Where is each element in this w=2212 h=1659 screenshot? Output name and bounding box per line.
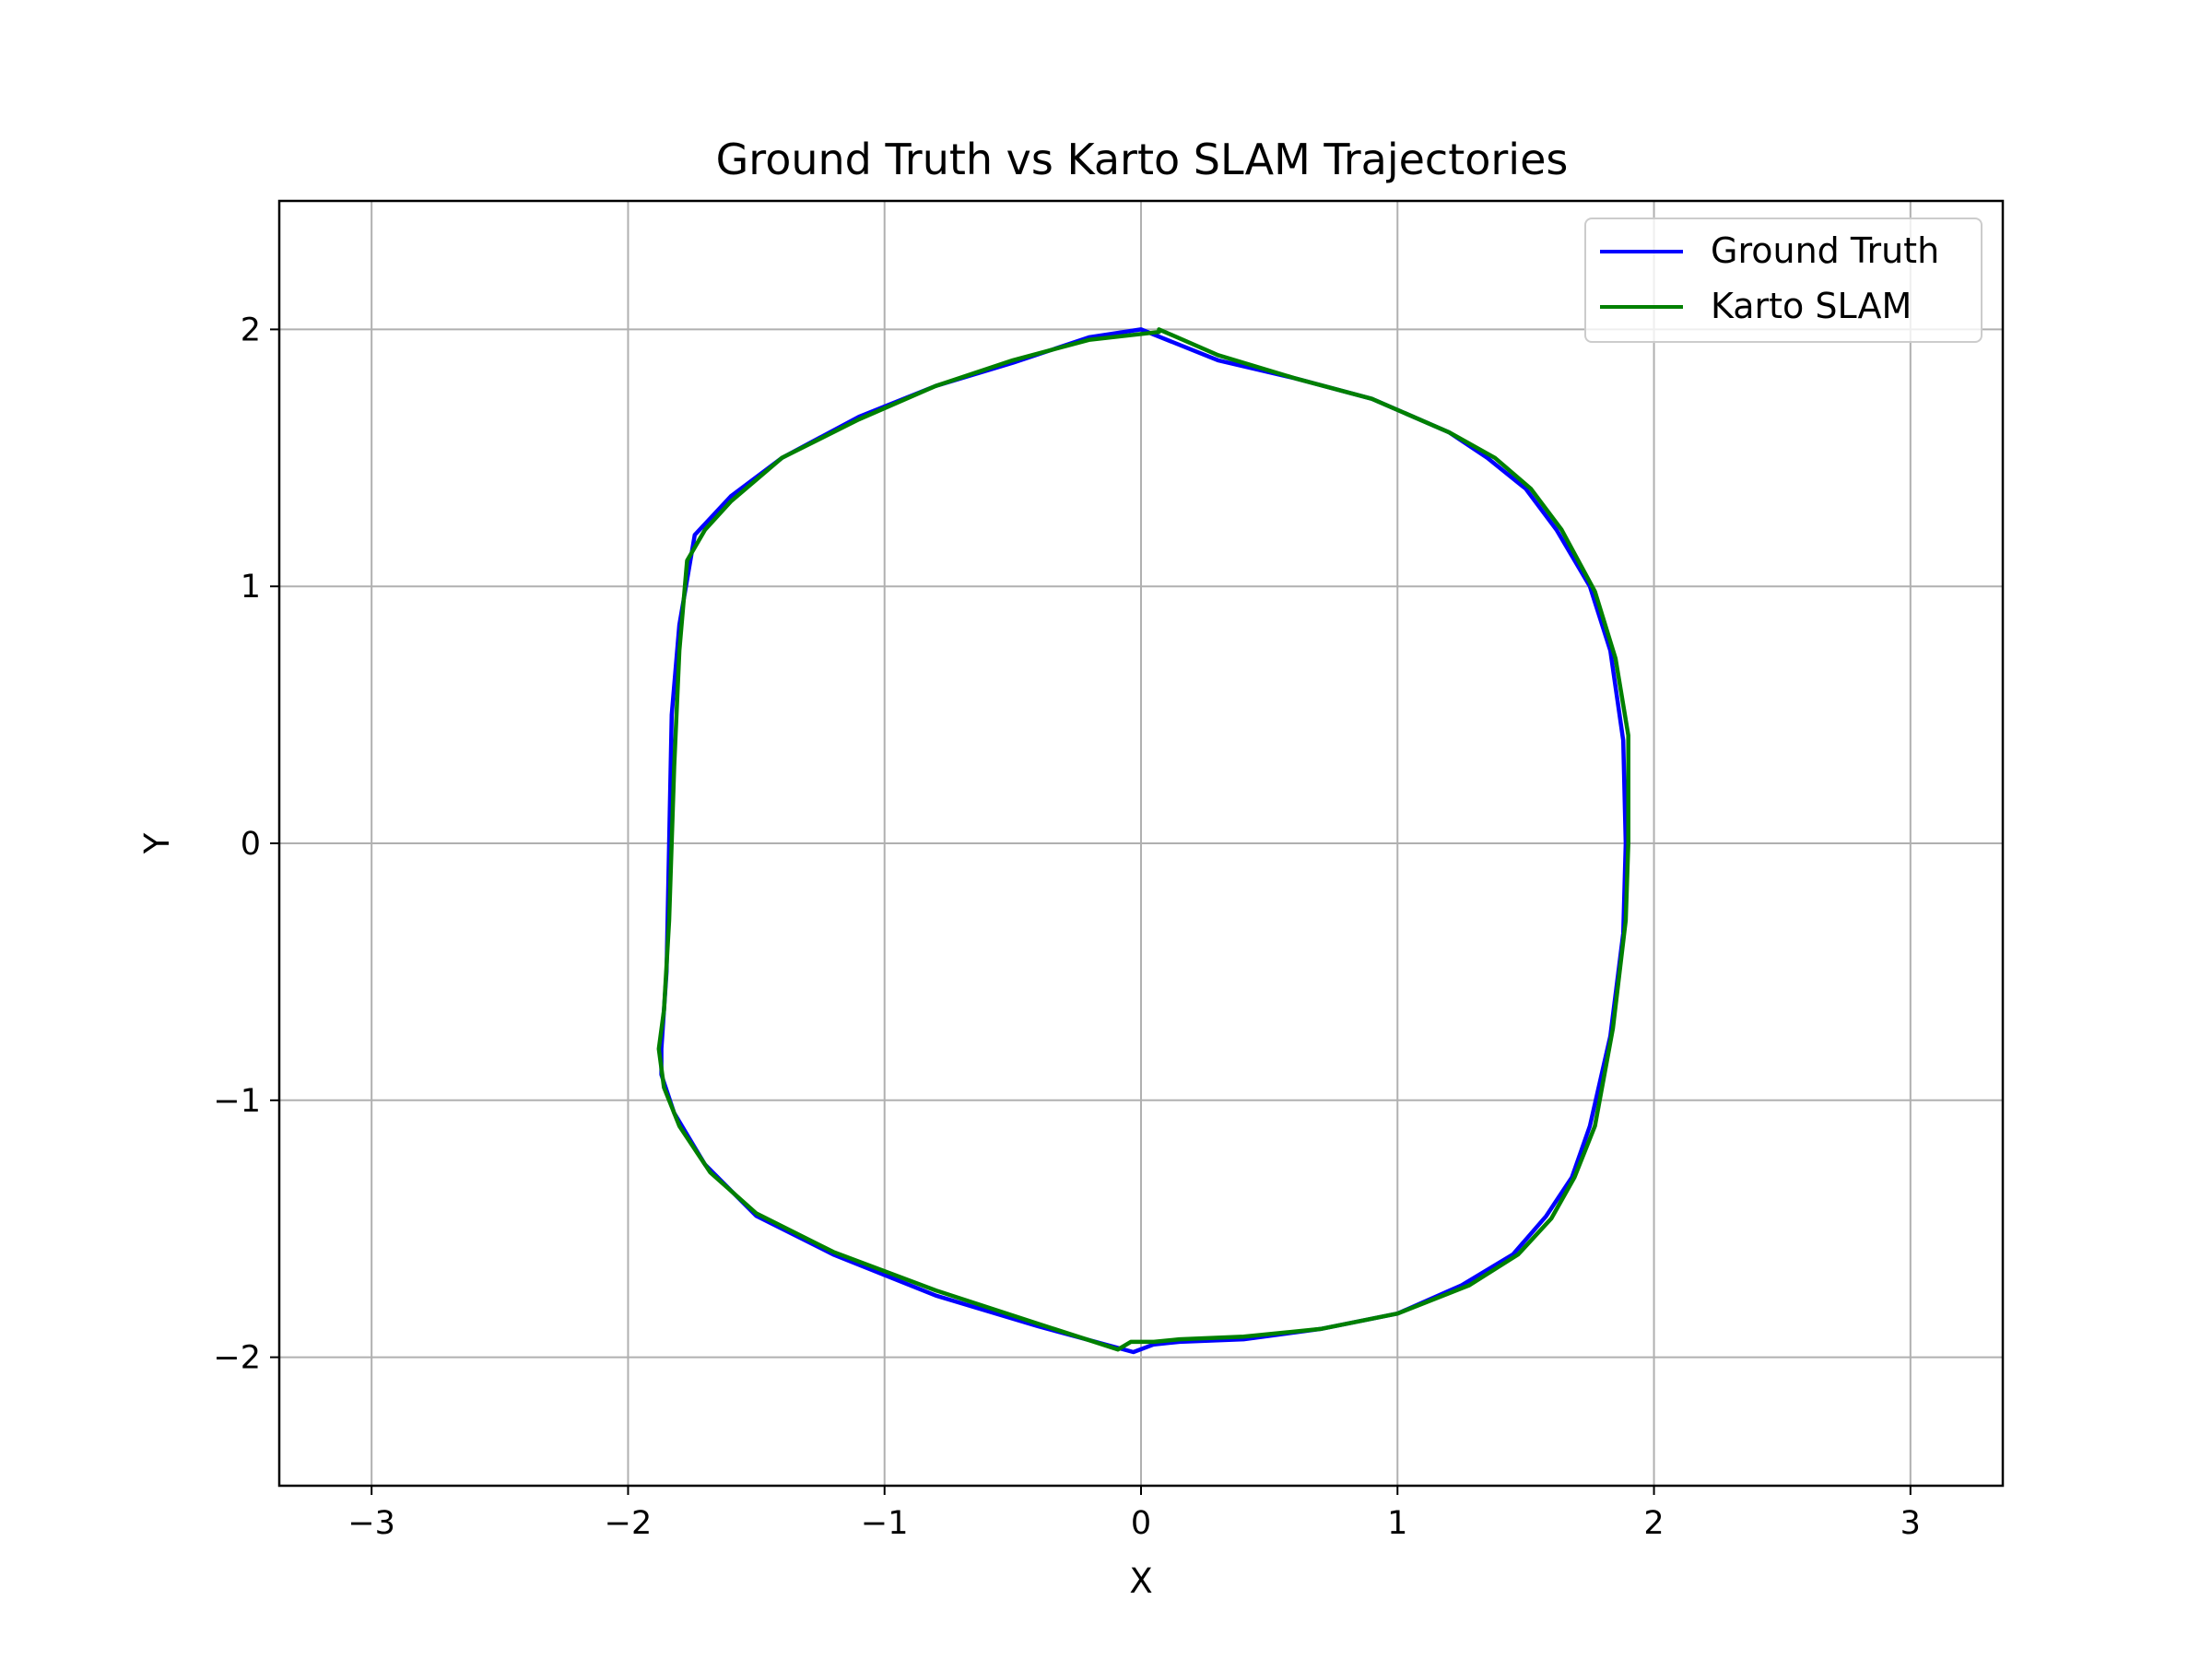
chart-title: Ground Truth vs Karto SLAM Trajectories (716, 135, 1569, 184)
y-tick-label: 1 (241, 569, 261, 606)
y-axis-label: Y (137, 832, 177, 854)
y-tick-label: 2 (241, 312, 261, 348)
series-line-ground-truth (659, 327, 1629, 1355)
legend-label-karto-slam: Karto SLAM (1711, 286, 1912, 326)
legend-box (1584, 218, 1983, 343)
y-tick-label: −1 (213, 1083, 261, 1120)
series-layer (656, 327, 1630, 1355)
grid (279, 201, 2003, 1486)
y-tick-label: 0 (241, 826, 261, 863)
y-tick-label: −2 (213, 1340, 261, 1377)
x-tick-label: 3 (1900, 1505, 1921, 1542)
series-line-karto-slam (656, 327, 1630, 1352)
x-tick-label: −2 (605, 1505, 653, 1542)
ticks: −3 −2 −1 0 1 2 3 −2 −1 0 1 2 (213, 312, 1921, 1542)
x-axis-label: X (1129, 1561, 1152, 1601)
x-tick-label: −3 (347, 1505, 395, 1542)
x-tick-label: 1 (1387, 1505, 1407, 1542)
legend: Ground Truth Karto SLAM (1584, 218, 1983, 343)
legend-label-ground-truth: Ground Truth (1711, 230, 1939, 271)
x-tick-label: 0 (1131, 1505, 1151, 1542)
x-tick-label: 2 (1643, 1505, 1664, 1542)
x-tick-label: −1 (861, 1505, 909, 1542)
